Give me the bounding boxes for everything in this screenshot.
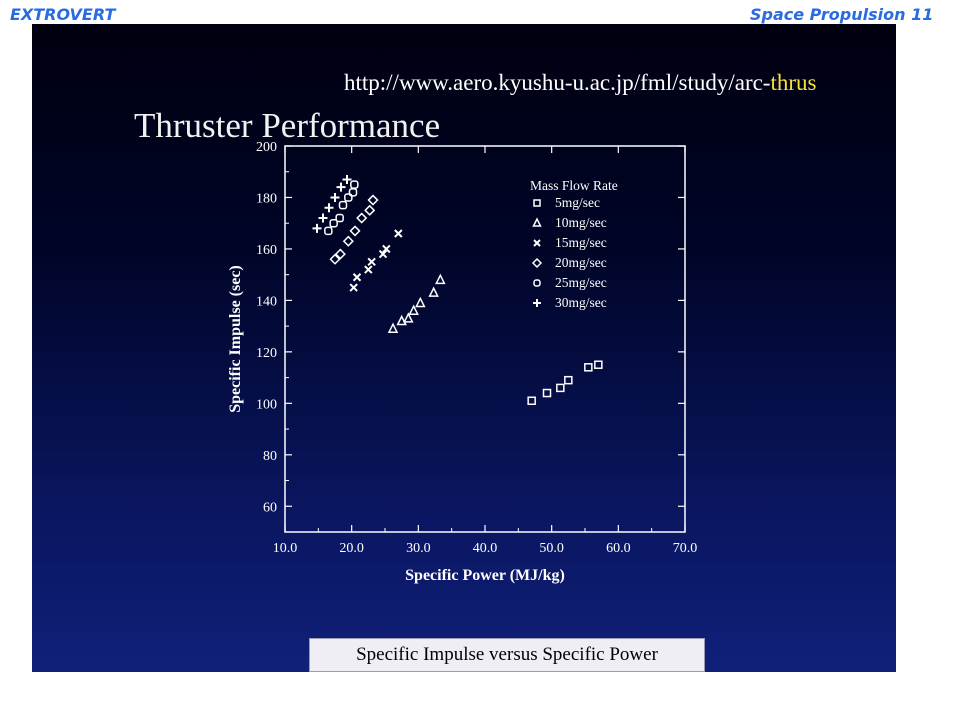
data-point [396, 314, 407, 326]
series-20mg-sec [329, 194, 379, 265]
data-point [382, 244, 391, 254]
legend-entry-label: 15mg/sec [555, 235, 607, 250]
data-point [329, 253, 341, 265]
data-point [334, 248, 346, 260]
scatter-chart: 10.0 20.0 30.0 40.0 50.0 60.0 70.0 60 80 100 120 14… [227, 140, 697, 584]
legend-marker [533, 199, 541, 207]
source-url-main: http://www.aero.kyushu-u.ac.jp/fml/study… [344, 70, 771, 95]
plot-frame [284, 145, 686, 533]
legend-marker [533, 279, 541, 287]
data-point [352, 273, 362, 282]
y-tick-label: 60 [263, 500, 277, 515]
legend-marker [531, 257, 543, 269]
legend-entry-label: 25mg/sec [555, 275, 607, 290]
data-point [428, 286, 439, 297]
data-point [318, 213, 328, 223]
source-url[interactable]: http://www.aero.kyushu-u.ac.jp/fml/study… [344, 70, 816, 96]
data-point [364, 265, 373, 274]
data-point [344, 193, 353, 202]
data-point [336, 182, 346, 192]
data-point [324, 226, 333, 236]
data-point [556, 383, 565, 393]
data-point [394, 229, 403, 238]
source-url-highlight: thrus [770, 70, 817, 95]
series-30mg-sec [312, 174, 352, 233]
legend-title: Mass Flow Rate [530, 178, 618, 193]
data-point [348, 188, 358, 197]
plot-axes: 10.0 20.0 30.0 40.0 50.0 60.0 70.0 60 80 100 120 14… [227, 140, 697, 584]
legend-marker [533, 239, 541, 247]
legend-marker [533, 299, 541, 307]
x-axis-label: Specific Power (MJ/kg) [405, 567, 565, 584]
y-tick-label: 200 [256, 140, 277, 155]
y-tick-label: 180 [256, 191, 277, 206]
series-10mg-sec [387, 273, 446, 333]
legend-entry-label: 10mg/sec [555, 215, 607, 230]
data-point [342, 235, 354, 247]
data-point [542, 388, 552, 398]
series-25mg-sec [324, 180, 359, 236]
data-point [349, 283, 358, 292]
series-15mg-sec [349, 229, 403, 292]
data-point [330, 192, 340, 202]
series-5mg-sec [527, 360, 603, 406]
data-point [378, 249, 388, 259]
plot-points [312, 174, 603, 406]
y-tick-label: 160 [256, 243, 277, 258]
legend-entry-label: 30mg/sec [555, 295, 607, 310]
header-right-label: Space Propulsion 11 [750, 5, 934, 24]
data-point [350, 180, 359, 189]
y-tick-label: 120 [256, 346, 277, 361]
legend-entry-label: 20mg/sec [555, 255, 607, 270]
chart-caption: Specific Impulse versus Specific Power [309, 638, 705, 672]
data-point [329, 218, 338, 228]
slide-panel: http://www.aero.kyushu-u.ac.jp/fml/study… [32, 24, 896, 672]
x-tick-label: 60.0 [606, 541, 631, 556]
data-point [324, 203, 334, 213]
slide-title: Thruster Performance [134, 106, 441, 145]
data-point [356, 212, 368, 224]
data-point [435, 273, 446, 285]
data-point [367, 257, 376, 267]
legend-entry-label: 5mg/sec [555, 195, 600, 210]
data-point [367, 194, 379, 206]
x-tick-label: 40.0 [473, 541, 498, 556]
y-tick-label: 140 [256, 294, 277, 309]
x-tick-label: 20.0 [339, 541, 364, 556]
data-point [403, 312, 414, 323]
y-tick-label: 80 [263, 449, 277, 464]
data-point [349, 225, 361, 237]
data-point [312, 223, 322, 233]
data-point [415, 296, 426, 308]
legend-marker [532, 217, 542, 227]
data-point [364, 204, 376, 216]
x-tick-label: 50.0 [539, 541, 564, 556]
data-point [408, 304, 419, 315]
x-tick-label: 10.0 [273, 541, 298, 556]
data-point [594, 360, 603, 369]
x-tick-label: 30.0 [406, 541, 431, 556]
y-axis-label: Specific Impulse (sec) [227, 265, 244, 413]
x-tick-label: 70.0 [673, 541, 698, 556]
data-point [564, 375, 573, 385]
chart-legend: Mass Flow Rate 5mg/sec 10mg/sec 15mg/sec 20m… [530, 178, 618, 310]
y-tick-label: 100 [256, 397, 277, 412]
data-point [387, 322, 399, 333]
data-point [335, 213, 344, 223]
data-point [338, 200, 348, 210]
data-point [342, 174, 352, 184]
data-point [584, 363, 593, 372]
data-point [527, 396, 536, 406]
header-left-label: EXTROVERT [10, 5, 116, 24]
